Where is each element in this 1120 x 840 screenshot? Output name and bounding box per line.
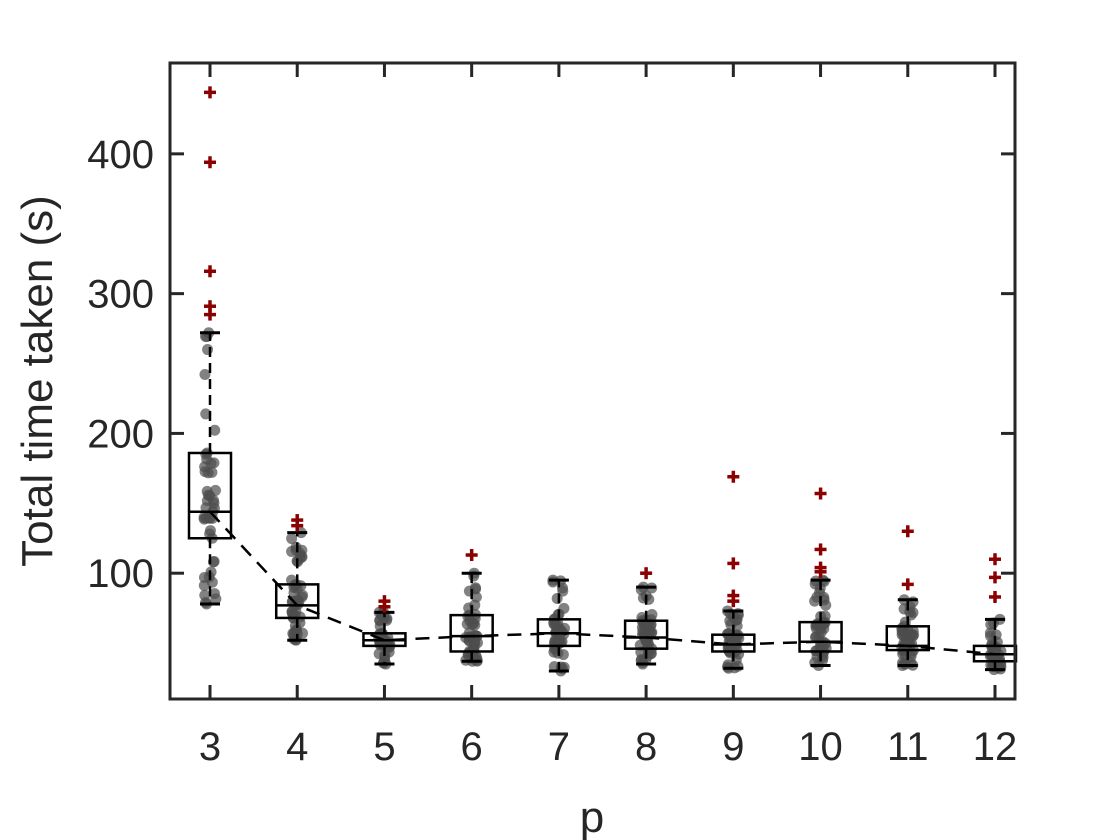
outlier-marker <box>640 567 653 580</box>
sample-point <box>286 606 298 618</box>
outlier-marker <box>727 589 740 602</box>
box-group-p10 <box>798 487 843 667</box>
x-tick-label: 4 <box>286 725 308 769</box>
y-tick-label: 400 <box>87 133 154 177</box>
outlier-marker <box>204 300 216 313</box>
sample-point <box>297 589 309 601</box>
outlier-marker <box>814 561 827 574</box>
sample-point <box>813 587 825 599</box>
outlier-marker <box>378 595 391 608</box>
x-axis: 3 4 5 6 7 8 9 10 11 12 <box>199 63 1017 769</box>
outlier-marker <box>465 549 478 562</box>
sample-point <box>286 546 298 558</box>
x-tick-label: 12 <box>973 725 1018 769</box>
box-group-p3 <box>187 86 233 606</box>
sample-point <box>907 607 919 619</box>
box-group-p8 <box>623 567 669 666</box>
outlier-marker <box>989 553 1001 566</box>
sample-point <box>817 640 829 652</box>
sample-point <box>209 424 221 436</box>
outlier-marker <box>989 590 1001 603</box>
y-axis-label: Total time taken (s) <box>13 195 62 567</box>
outlier-marker <box>727 557 740 570</box>
outlier-marker <box>901 525 914 538</box>
box-iqr <box>711 633 756 653</box>
x-tick-label: 8 <box>635 725 657 769</box>
sample-point <box>208 457 220 469</box>
x-tick-label: 6 <box>461 725 483 769</box>
sample-point <box>199 369 211 381</box>
y-tick-label: 300 <box>87 273 154 317</box>
sample-point <box>644 625 656 637</box>
outlier-marker <box>814 487 827 500</box>
outlier-marker <box>204 156 216 169</box>
box-group-p6 <box>449 549 494 663</box>
sample-point <box>548 618 560 630</box>
box-iqr <box>187 451 233 540</box>
sample-point <box>549 634 561 646</box>
x-axis-label: p <box>580 793 604 840</box>
y-axis: 100 200 300 400 <box>87 133 1015 596</box>
x-tick-label: 7 <box>548 725 570 769</box>
outlier-marker <box>814 543 827 556</box>
sample-point <box>202 344 214 356</box>
sample-point <box>725 633 737 645</box>
outlier-marker <box>291 514 304 527</box>
outlier-marker <box>204 86 216 99</box>
median-trend-line <box>209 510 996 656</box>
x-tick-label: 3 <box>199 725 221 769</box>
sample-point <box>200 408 212 420</box>
box-group-p4 <box>274 514 320 642</box>
sample-point <box>208 588 220 600</box>
sample-point <box>198 572 210 584</box>
box-group-p5 <box>362 595 407 666</box>
x-tick-label: 9 <box>722 725 744 769</box>
box-iqr <box>798 620 843 653</box>
sample-point <box>287 627 299 639</box>
box-group-p7 <box>536 578 582 673</box>
x-tick-label: 5 <box>373 725 395 769</box>
sample-point <box>202 467 214 479</box>
box-iqr <box>885 625 931 652</box>
sample-point <box>984 627 996 639</box>
x-tick-label: 10 <box>798 725 843 769</box>
sample-point <box>815 626 827 638</box>
sample-point <box>985 618 997 630</box>
box-iqr <box>449 613 494 653</box>
y-tick-label: 100 <box>87 552 154 596</box>
y-tick-label: 200 <box>87 412 154 456</box>
outlier-marker <box>727 470 740 483</box>
axes-frame <box>168 61 1017 701</box>
box-group-p9 <box>711 470 756 670</box>
outlier-marker <box>901 578 914 591</box>
sample-point <box>286 533 298 545</box>
x-tick-label: 11 <box>887 725 929 769</box>
box-group-p11 <box>885 525 931 667</box>
sample-point <box>378 612 390 624</box>
box-iqr <box>274 583 320 620</box>
sample-point <box>466 618 478 630</box>
outlier-marker <box>204 265 216 278</box>
outlier-marker <box>989 571 1001 584</box>
box-iqr <box>623 619 669 650</box>
plot-area <box>187 86 1018 677</box>
sample-point <box>204 525 216 537</box>
